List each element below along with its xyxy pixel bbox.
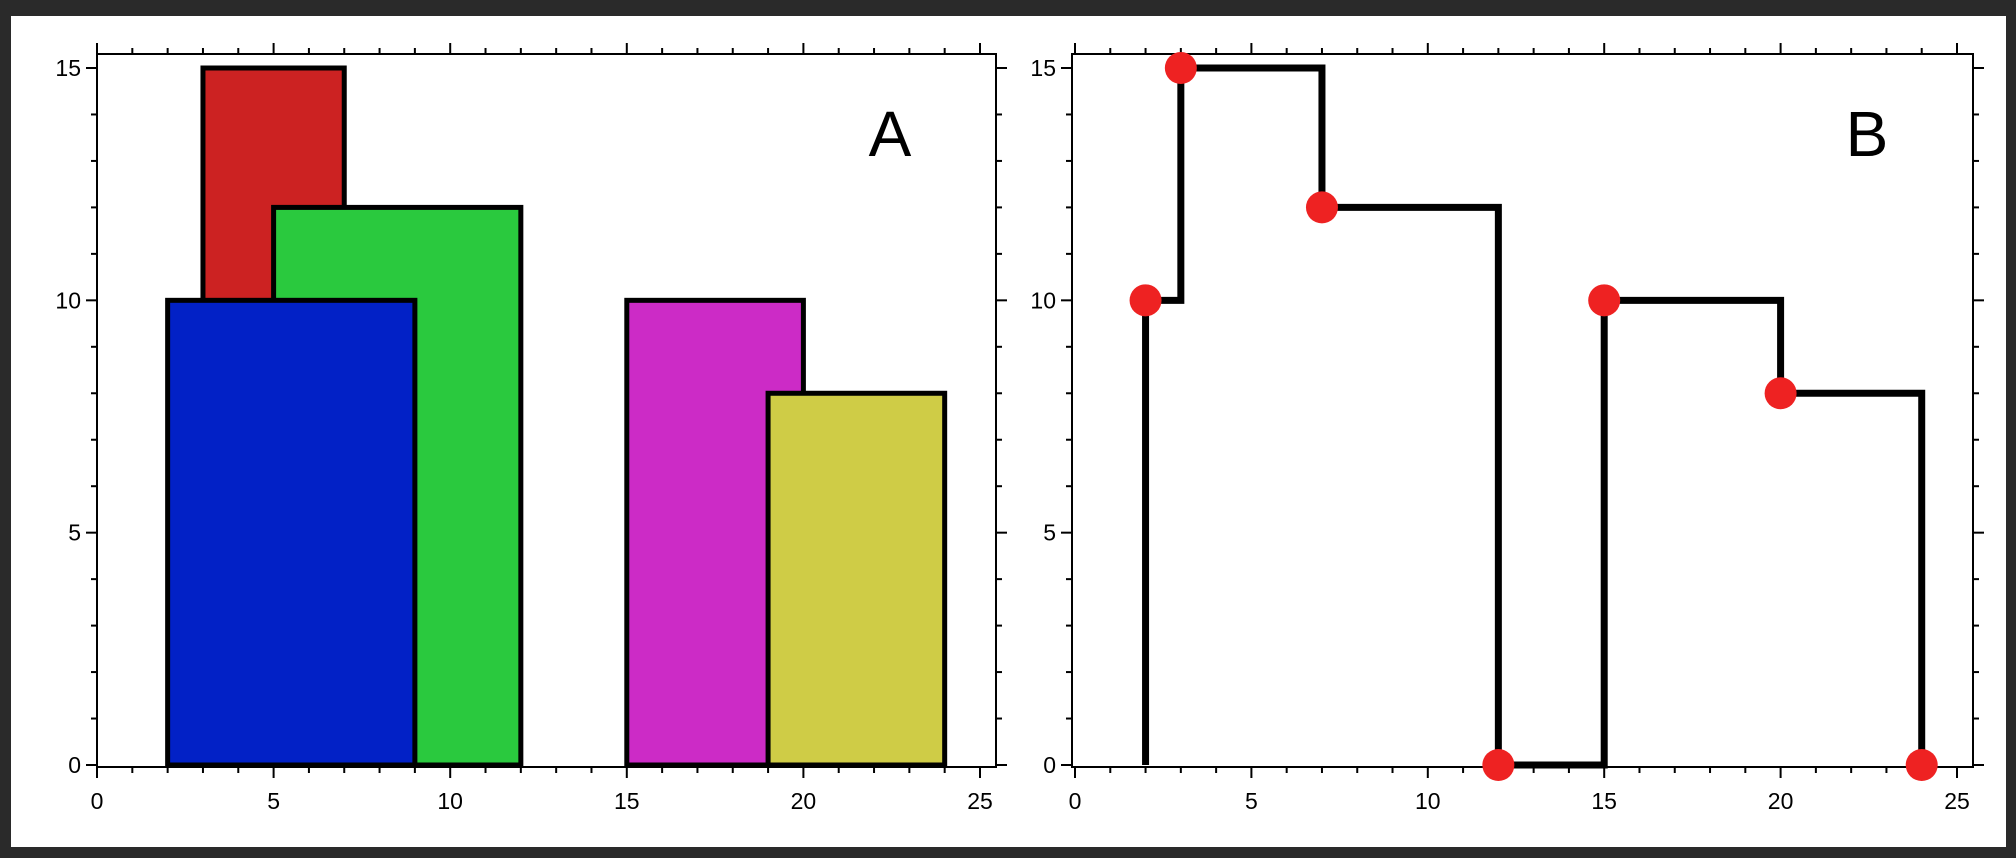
panel-label: B	[1846, 98, 1889, 170]
x-tick-label: 10	[1415, 788, 1441, 814]
y-tick-label: 0	[68, 752, 81, 778]
y-tick-label: 10	[1030, 287, 1056, 313]
skyline-chart-svg: 0 5 10 15 20 25 0 5 10 15 A 0 5 10 15 20 25 0 5 10 15 B	[55, 43, 1984, 814]
key-point-marker	[1164, 52, 1197, 84]
panel-a: 0 5 10 15 20 25 0 5 10 15 A	[55, 43, 1007, 814]
x-tick-label: 20	[791, 788, 817, 814]
y-tick-label: 5	[68, 520, 81, 546]
key-point-marker	[1129, 284, 1162, 317]
key-point-marker	[1764, 377, 1797, 410]
x-tick-label: 5	[1245, 788, 1258, 814]
key-point-marker	[1482, 749, 1515, 781]
y-tick-label: 5	[1043, 520, 1056, 546]
x-tick-label: 15	[1591, 788, 1617, 814]
x-tick-label: 5	[267, 788, 280, 814]
plot-frame	[1071, 53, 1974, 768]
figure: 0 5 10 15 20 25 0 5 10 15 A 0 5 10 15 20 25 0 5 10 15 B	[11, 16, 2006, 847]
y-tick-label: 0	[1043, 752, 1056, 778]
key-point-marker	[1588, 284, 1621, 317]
panel-label: A	[869, 98, 912, 170]
building-bar	[765, 390, 948, 768]
x-tick-label: 25	[1944, 788, 1970, 814]
x-tick-label: 25	[967, 788, 993, 814]
y-tick-label: 10	[55, 287, 81, 313]
building-bar	[165, 297, 418, 768]
y-tick-label: 15	[1030, 55, 1056, 81]
x-tick-label: 20	[1768, 788, 1794, 814]
panel-b: 0 5 10 15 20 25 0 5 10 15 B	[1030, 43, 1984, 814]
y-tick-label: 15	[55, 55, 81, 81]
x-tick-label: 0	[91, 788, 104, 814]
x-tick-label: 0	[1069, 788, 1082, 814]
key-point-marker	[1305, 191, 1338, 224]
x-tick-label: 10	[437, 788, 463, 814]
x-tick-label: 15	[614, 788, 640, 814]
key-point-marker	[1905, 749, 1938, 781]
